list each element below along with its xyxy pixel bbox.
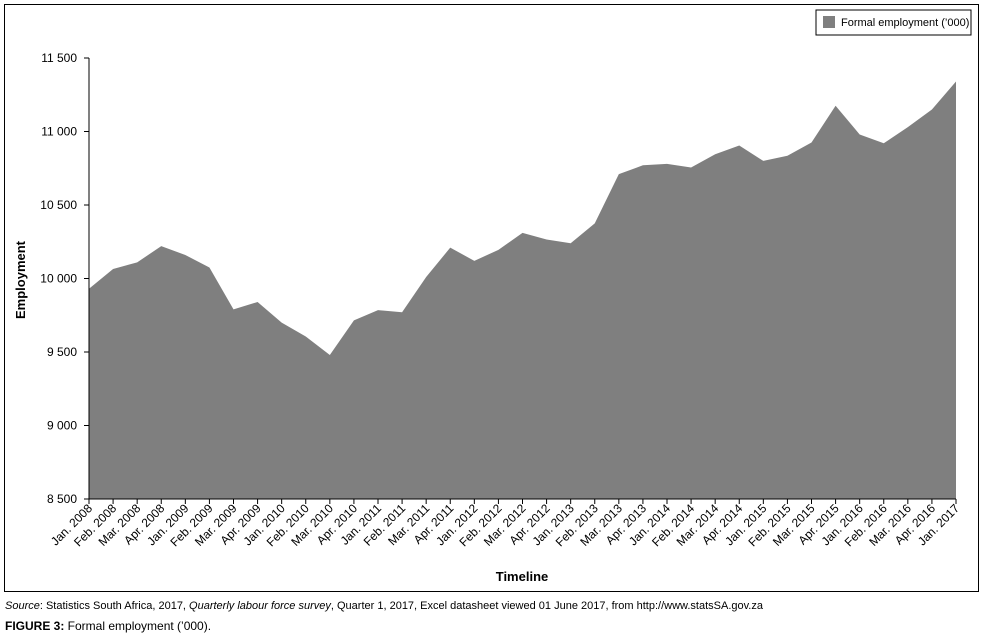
y-tick-label: 11 500 xyxy=(41,51,77,65)
legend-box xyxy=(815,9,972,36)
y-tick-label: 10 000 xyxy=(40,272,77,286)
source-title: Quarterly labour force survey xyxy=(189,600,331,612)
plot-layer xyxy=(89,81,956,500)
caption-text: Formal employment (’000). xyxy=(64,619,212,633)
y-tick-label: 8 500 xyxy=(47,492,77,506)
y-tick-label: 9 000 xyxy=(47,419,77,433)
x-axis-title: Timeline xyxy=(496,569,549,584)
legend-swatch xyxy=(823,16,835,28)
y-tick-label: 9 500 xyxy=(47,345,77,359)
caption-label: FIGURE 3: xyxy=(5,619,65,633)
y-tick-label: 10 500 xyxy=(40,198,77,212)
source-note: Source: Statistics South Africa, 2017, Q… xyxy=(5,600,763,612)
source-label: Source xyxy=(5,600,40,612)
y-ticks: 8 500 9 000 9 500 10 000 10 500 11 000 11 500 xyxy=(40,51,89,506)
source-text-1: : Statistics South Africa, 2017, xyxy=(39,600,190,612)
y-tick-label: 11 000 xyxy=(41,125,77,139)
chart-frame xyxy=(4,4,979,592)
y-axis-title: Employment xyxy=(13,240,28,319)
source-text-2: , Quarter 1, 2017, Excel datasheet viewe… xyxy=(330,600,763,612)
area-series xyxy=(89,81,956,500)
figure-caption: FIGURE 3: Formal employment (’000). xyxy=(5,619,211,633)
legend-label: Formal employment (’000) xyxy=(841,17,969,29)
legend: Formal employment (’000) xyxy=(815,9,972,36)
